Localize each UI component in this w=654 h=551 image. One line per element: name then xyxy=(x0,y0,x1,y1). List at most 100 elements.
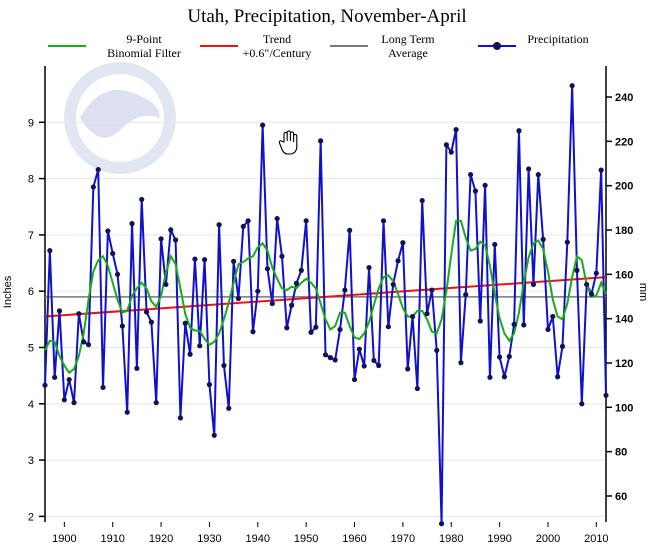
legend-item-trend: Trend +0.6"/Century xyxy=(200,32,330,64)
precipitation-point xyxy=(182,320,188,326)
precipitation-point xyxy=(550,313,556,320)
y-tick-label-right: 140 xyxy=(615,314,633,326)
hand-cursor-icon xyxy=(278,130,298,155)
precipitation-point xyxy=(482,182,488,188)
legend-swatch-long-term-average xyxy=(330,45,368,47)
precipitation-point xyxy=(380,218,387,224)
precipitation-point xyxy=(327,355,333,361)
precipitation-point xyxy=(342,287,348,293)
precipitation-point xyxy=(588,291,595,297)
y-tick-label-left: 3 xyxy=(28,455,34,467)
precipitation-point xyxy=(197,343,203,349)
y-tick-label-right: 180 xyxy=(615,225,633,237)
precipitation-point xyxy=(153,400,159,406)
precipitation-point xyxy=(347,227,353,233)
precipitation-point xyxy=(438,521,445,527)
x-tick-label: 2000 xyxy=(536,533,560,545)
precipitation-point xyxy=(42,382,48,388)
precipitation-point xyxy=(395,258,401,264)
precipitation-point xyxy=(603,392,609,398)
precipitation-point xyxy=(298,267,304,273)
precipitation-point xyxy=(158,236,164,242)
precipitation-point xyxy=(584,281,590,288)
precipitation-point xyxy=(61,397,67,403)
precipitation-point xyxy=(361,363,367,369)
precipitation-point xyxy=(168,227,174,233)
precipitation-point xyxy=(308,329,314,335)
precipitation-point xyxy=(535,172,541,178)
precipitation-point xyxy=(332,357,338,363)
y-axis-title-left: Inches xyxy=(2,275,14,308)
y-tick-label-left: 5 xyxy=(28,342,34,354)
precipitation-point xyxy=(100,384,106,391)
precipitation-point xyxy=(129,221,135,227)
precipitation-point xyxy=(526,166,532,172)
precipitation-point xyxy=(477,318,483,324)
precipitation-point xyxy=(366,264,372,271)
precipitation-point xyxy=(303,218,309,224)
precipitation-point xyxy=(226,405,232,411)
x-tick-label: 1950 xyxy=(294,533,318,545)
y-tick-label-right: 160 xyxy=(615,269,633,281)
precipitation-point xyxy=(385,324,391,330)
precipitation-point xyxy=(192,256,198,262)
precipitation-point xyxy=(293,280,300,286)
precipitation-point xyxy=(289,302,295,308)
precipitation-point xyxy=(511,321,517,327)
precipitation-point xyxy=(530,281,537,288)
precipitation-point xyxy=(540,236,546,242)
precipitation-point xyxy=(497,354,503,360)
precipitation-point xyxy=(163,281,169,288)
x-tick-label: 1960 xyxy=(342,533,366,545)
precipitation-point xyxy=(424,311,430,317)
y-tick-label-left: 6 xyxy=(28,286,34,298)
precipitation-point xyxy=(211,432,217,438)
precipitation-point xyxy=(376,362,382,369)
precipitation-point xyxy=(555,374,561,380)
precipitation-point xyxy=(66,376,72,383)
legend-item-precipitation: Precipitation xyxy=(478,32,638,64)
precipitation-point xyxy=(187,351,193,357)
legend-item-long-term-average: Long Term Average xyxy=(330,32,460,64)
precipitation-point xyxy=(95,166,101,173)
precipitation-points xyxy=(42,83,609,527)
axes: 2 3 4 5 6 7 8 9 60 80 100 120 140 160 180 200 220 240 1900… xyxy=(28,66,633,545)
precipitation-point xyxy=(574,267,580,273)
precipitation-point xyxy=(472,188,479,194)
gridlines xyxy=(45,121,606,517)
precipitation-point xyxy=(114,271,121,277)
precipitation-point xyxy=(409,313,416,320)
precipitation-point xyxy=(390,281,396,288)
precipitation-point xyxy=(463,291,469,298)
precipitation-point xyxy=(559,343,566,349)
precipitation-point xyxy=(579,401,585,407)
precipitation-point xyxy=(110,250,116,257)
y-tick-label-left: 8 xyxy=(28,174,34,186)
precipitation-point xyxy=(269,300,275,307)
precipitation-point xyxy=(356,346,362,352)
x-tick-label: 1900 xyxy=(52,533,76,545)
precipitation-point xyxy=(216,222,222,228)
legend-label-precipitation: Precipitation xyxy=(527,32,589,46)
precipitation-point xyxy=(201,257,208,263)
precipitation-point xyxy=(598,167,604,173)
precipitation-point xyxy=(400,240,406,246)
precipitation-point xyxy=(521,322,527,328)
precipitation-point xyxy=(545,326,551,333)
precipitation-point xyxy=(564,239,570,245)
x-tick-label: 1990 xyxy=(487,533,511,545)
precipitation-point xyxy=(492,241,498,248)
precipitation-point xyxy=(250,329,256,335)
precipitation-point xyxy=(458,360,464,366)
precipitation-point xyxy=(231,258,237,264)
precipitation-point xyxy=(47,248,53,254)
x-tick-label: 1970 xyxy=(391,533,415,545)
precipitation-point xyxy=(569,83,575,89)
precipitation-point xyxy=(506,353,512,360)
precipitation-point xyxy=(264,266,271,272)
precipitation-point xyxy=(255,288,261,294)
precipitation-point xyxy=(414,385,420,392)
precipitation-point xyxy=(139,196,145,203)
precipitation-point xyxy=(371,357,377,364)
precipitation-point xyxy=(148,319,154,325)
